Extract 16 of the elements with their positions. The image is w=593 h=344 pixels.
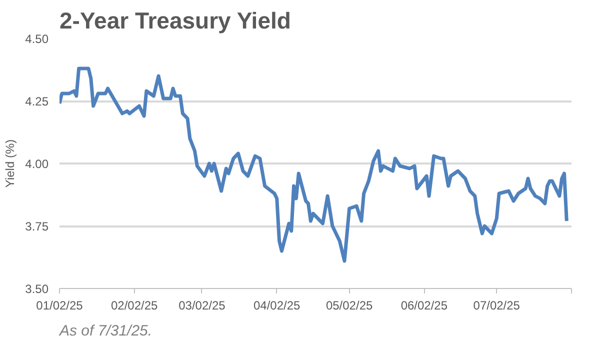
x-tick-label: 02/02/25 (111, 298, 158, 312)
y-tick-label: 4.25 (25, 94, 49, 108)
text: As of 7/31/25. (58, 322, 152, 340)
line-series (60, 66, 568, 263)
y-axis-title: Yield (%) (3, 139, 18, 188)
y-tick-label: 3.75 (25, 220, 49, 234)
y-tick-label: 4.00 (25, 157, 49, 171)
y-tick-label: 3.50 (25, 282, 49, 296)
x-tick-label: 03/02/25 (178, 298, 226, 312)
y-tick-label: 4.50 (25, 32, 49, 46)
x-tick-label: 04/02/25 (254, 298, 301, 312)
x-tick-label: 07/02/25 (473, 298, 520, 312)
x-tick-label: 05/02/25 (326, 298, 373, 312)
chart-title: 2-Year Treasury Yield (60, 8, 291, 34)
x-tick-label: 01/02/25 (36, 298, 84, 312)
x-tick-label: 06/02/25 (400, 298, 448, 312)
